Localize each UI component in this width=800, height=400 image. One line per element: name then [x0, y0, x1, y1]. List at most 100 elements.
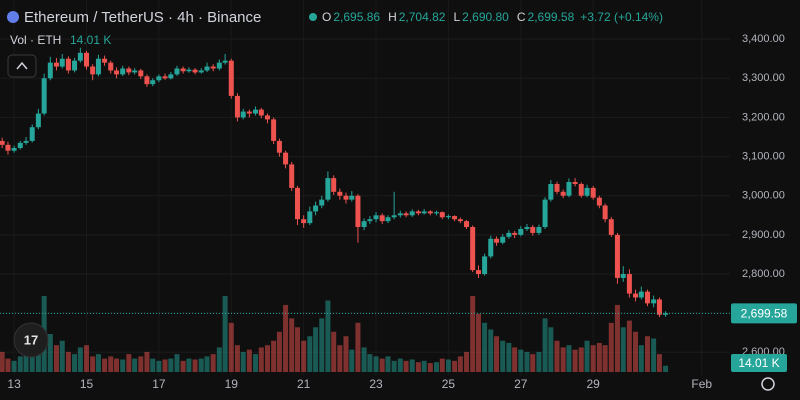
candle-body: [210, 66, 216, 69]
candle-body: [608, 219, 614, 235]
candle-body: [192, 69, 198, 73]
candle-body: [482, 256, 488, 275]
volume-bar: [343, 336, 349, 372]
candle-layer: [0, 47, 669, 318]
candle-body: [95, 58, 101, 75]
candle-body: [150, 80, 156, 85]
volume-bar: [651, 338, 657, 372]
volume-bar: [512, 347, 518, 372]
volume-bar: [590, 345, 596, 372]
candle-body: [90, 66, 96, 75]
y-tick-label: 2,900.00: [742, 229, 785, 241]
candle-body: [29, 127, 35, 141]
candle-body: [313, 205, 319, 212]
candle-body: [23, 140, 29, 143]
volume-bar: [572, 349, 578, 372]
collapse-button[interactable]: [7, 54, 37, 78]
settings-icon[interactable]: [761, 377, 775, 391]
candle-body: [283, 152, 289, 165]
volume-bar: [494, 336, 500, 372]
candle-body: [361, 221, 367, 228]
candle-body: [433, 212, 439, 214]
candle-body: [663, 313, 669, 315]
candle-body: [120, 68, 126, 75]
volume-bar: [108, 356, 114, 372]
volume-bar: [470, 296, 476, 372]
price-box: [731, 303, 797, 324]
symbol-icon: [7, 11, 19, 23]
legend-key: O: [322, 10, 331, 24]
candle-body: [271, 119, 277, 141]
volume-bar: [240, 351, 246, 372]
candle-body: [614, 234, 620, 278]
candle-body: [488, 238, 494, 257]
candle-body: [53, 62, 59, 67]
candle-body: [626, 274, 632, 294]
candle-body: [494, 238, 500, 243]
volume-bar: [452, 360, 458, 372]
candle-body: [108, 62, 114, 71]
candle-body: [174, 68, 180, 75]
candle-body: [240, 111, 246, 118]
candle-body: [500, 236, 506, 243]
y-tick-label: 3,300.00: [742, 72, 785, 84]
volume-bar: [427, 363, 433, 372]
collapse-icon: [16, 61, 28, 70]
volume-bar: [614, 304, 620, 372]
candle-body: [512, 232, 518, 235]
volume-bar: [301, 340, 307, 372]
market-status: [309, 13, 317, 21]
volume-bar: [156, 360, 162, 372]
volume-value: 14.01 K: [70, 33, 111, 47]
volume-bar: [560, 347, 566, 372]
candle-body: [198, 70, 204, 73]
candle-body: [77, 52, 83, 61]
candle-body: [536, 227, 542, 233]
volume-bar: [0, 351, 5, 372]
volume-bar: [620, 327, 626, 372]
candle-body: [102, 58, 108, 63]
volume-bar: [210, 354, 216, 372]
tv-logo[interactable]: [13, 322, 49, 358]
candle-body: [65, 58, 71, 71]
candle-body: [253, 109, 259, 114]
legend-value: 2,704.82: [399, 10, 446, 24]
x-tick-label: 27: [514, 377, 528, 391]
candle-body: [331, 178, 337, 192]
volume-bar: [663, 365, 669, 372]
volume-box: [731, 354, 787, 372]
candle-body: [379, 215, 385, 222]
candle-body: [518, 228, 524, 235]
legend-value: 2,699.58: [528, 10, 575, 24]
volume-bar: [168, 358, 174, 372]
volume-bar: [126, 354, 132, 372]
candle-body: [289, 164, 295, 188]
volume-bar: [72, 354, 78, 372]
volume-bar: [403, 360, 409, 372]
volume-bar: [361, 347, 367, 372]
candle-body: [373, 215, 379, 220]
volume-bar: [524, 351, 530, 372]
candle-body: [633, 293, 639, 298]
candle-body: [349, 195, 355, 200]
candle-body: [391, 215, 397, 218]
volume-bar: [150, 358, 156, 372]
candle-body: [325, 178, 331, 200]
volume-bar: [554, 340, 560, 372]
volume-bar: [264, 345, 270, 372]
candle-body: [427, 211, 433, 214]
volume-axis-label: 14.01 K: [738, 356, 779, 370]
volume-bar: [120, 359, 126, 372]
candle-body: [602, 205, 608, 220]
volume-bar: [313, 327, 319, 372]
candle-body: [168, 74, 174, 79]
candle-body: [367, 219, 373, 222]
candle-body: [415, 211, 421, 214]
candle-body: [295, 187, 301, 220]
candle-body: [506, 232, 512, 237]
volume-bar: [415, 362, 421, 372]
candle-body: [457, 219, 463, 222]
